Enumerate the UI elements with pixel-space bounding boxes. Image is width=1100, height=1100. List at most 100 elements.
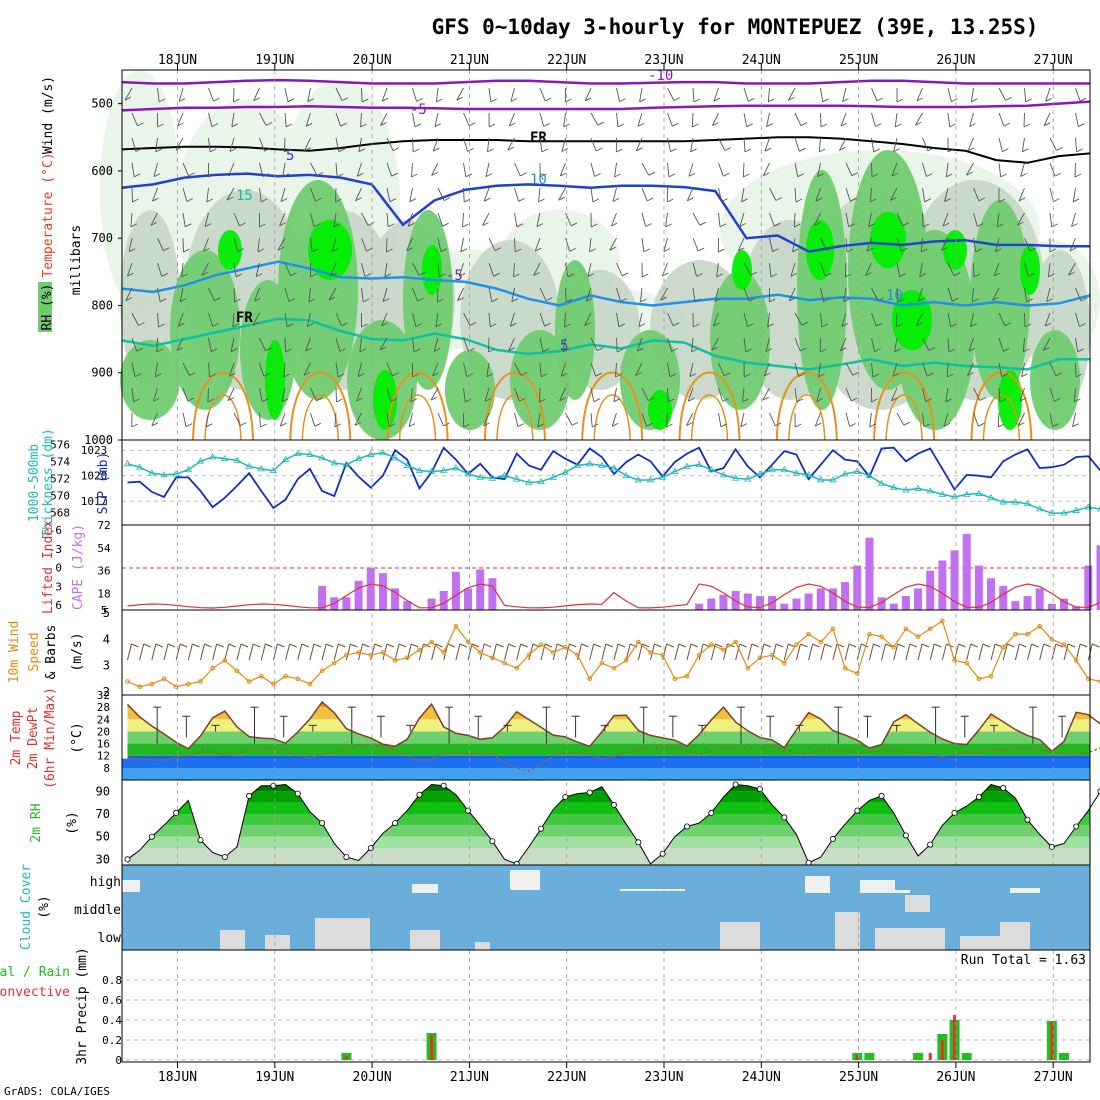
wind10-barb xyxy=(163,643,169,661)
wind-barb-feather xyxy=(1003,347,1010,352)
wind10-barb-feather xyxy=(800,643,808,648)
wind-barb-feather xyxy=(618,323,626,328)
isotherm-label: -5 xyxy=(446,268,463,284)
wind10-point xyxy=(672,676,678,682)
wind-barb xyxy=(611,412,617,427)
wind-barb xyxy=(769,187,777,201)
wind-barb xyxy=(714,287,719,302)
wind-barb xyxy=(1075,287,1082,302)
wind-barb-feather xyxy=(993,272,1001,277)
thickness-point xyxy=(744,475,752,482)
cape-bar xyxy=(1072,606,1081,610)
wind-barb xyxy=(463,137,469,152)
wind-barb-feather xyxy=(865,272,872,277)
wind-barb-feather xyxy=(210,348,218,353)
isotherm-20-arch xyxy=(873,371,936,441)
wind-barb xyxy=(690,137,694,152)
wind-barb-feather xyxy=(189,372,196,376)
date-label-bottom-24JUN: 24JUN xyxy=(742,1070,781,1085)
wind-barb-feather xyxy=(229,372,236,377)
wind-barb-feather xyxy=(799,147,806,152)
wind-barb xyxy=(561,137,566,152)
wind-barb xyxy=(942,212,949,227)
wind-barb xyxy=(973,212,978,227)
wind-barb xyxy=(259,187,262,202)
wind10-point xyxy=(404,655,410,661)
wind-barb xyxy=(208,337,212,352)
wind-barb-feather xyxy=(788,96,795,101)
wind-barb-feather xyxy=(341,322,348,327)
wind10-barb-feather xyxy=(885,643,893,648)
wind-barb-feather xyxy=(494,247,502,252)
wind-barb xyxy=(381,312,388,327)
rh2m-point xyxy=(586,789,593,796)
wind-barb-feather xyxy=(815,197,823,202)
cape-bar xyxy=(403,601,412,610)
wind-barb xyxy=(922,212,924,228)
wind-barb xyxy=(565,262,569,277)
wind-barb-feather xyxy=(261,398,269,403)
wind-barb-feather xyxy=(946,173,953,178)
rh2m-point xyxy=(927,841,934,848)
wind10-barb-feather xyxy=(788,643,796,648)
thickness-label-1: 1000-500mb xyxy=(27,444,42,522)
cape-bar xyxy=(792,598,801,610)
wind-barb-feather xyxy=(305,122,313,127)
wind-barb-feather xyxy=(1002,148,1009,153)
cloud-low-bar xyxy=(315,918,370,950)
wind-barb xyxy=(584,87,592,101)
wind-barb-feather xyxy=(814,222,821,227)
wind10-point xyxy=(356,650,361,655)
wind-barb-feather xyxy=(768,98,775,103)
wind-barb xyxy=(310,387,317,401)
thickness-point xyxy=(1096,505,1100,512)
wind-barb xyxy=(686,412,694,426)
cape-bar xyxy=(804,593,813,610)
cape-bar xyxy=(719,594,728,610)
wind-barb-feather xyxy=(774,422,782,427)
wind-barb-feather xyxy=(711,346,718,351)
wind10-barb-feather xyxy=(277,643,285,648)
thickness-point xyxy=(671,467,679,474)
wind-barb xyxy=(1073,387,1076,402)
wind-barb xyxy=(917,287,923,302)
wind-barb-feather xyxy=(493,272,500,277)
wind-barb-feather xyxy=(418,271,426,276)
wind-barb xyxy=(998,137,1003,152)
wind-barb-feather xyxy=(560,172,567,177)
wind-barb-feather xyxy=(870,198,877,203)
rh-band xyxy=(127,814,1090,826)
wind-barb xyxy=(437,187,445,201)
wind10-barb xyxy=(309,643,315,661)
wind-barb xyxy=(458,262,464,277)
cape-bar xyxy=(987,578,996,610)
wind-barb-feather xyxy=(483,197,491,202)
wind-barb xyxy=(691,337,694,352)
wind-barb-feather xyxy=(458,272,466,277)
wind-barb-feather xyxy=(466,373,474,378)
isotherm-label: 5 xyxy=(286,148,294,164)
wind-barb xyxy=(891,162,898,177)
wind-barb xyxy=(305,337,311,352)
wind-barb xyxy=(973,387,981,401)
wind-barb-feather xyxy=(1020,173,1027,177)
wind10-barb xyxy=(248,643,254,661)
wind-barb xyxy=(437,412,444,427)
isotherm-20-arch xyxy=(483,371,546,441)
wind-barb xyxy=(131,312,139,326)
wind-barb-feather xyxy=(265,121,273,126)
wind10-barb xyxy=(1027,643,1033,661)
wind-barb xyxy=(691,112,694,128)
wind-barb-feather xyxy=(408,423,416,428)
wind-barb xyxy=(815,187,821,202)
wind-barb-feather xyxy=(132,198,139,203)
wind10-tick-label: 3 xyxy=(103,659,110,673)
thickness-point xyxy=(817,476,825,483)
wind-barb-feather xyxy=(341,97,349,102)
wind10-point xyxy=(186,681,191,687)
rh2m-label-2: (%) xyxy=(65,811,80,834)
wind-barb xyxy=(509,312,515,327)
wind-barb xyxy=(335,162,338,177)
wind-barb xyxy=(636,337,643,352)
